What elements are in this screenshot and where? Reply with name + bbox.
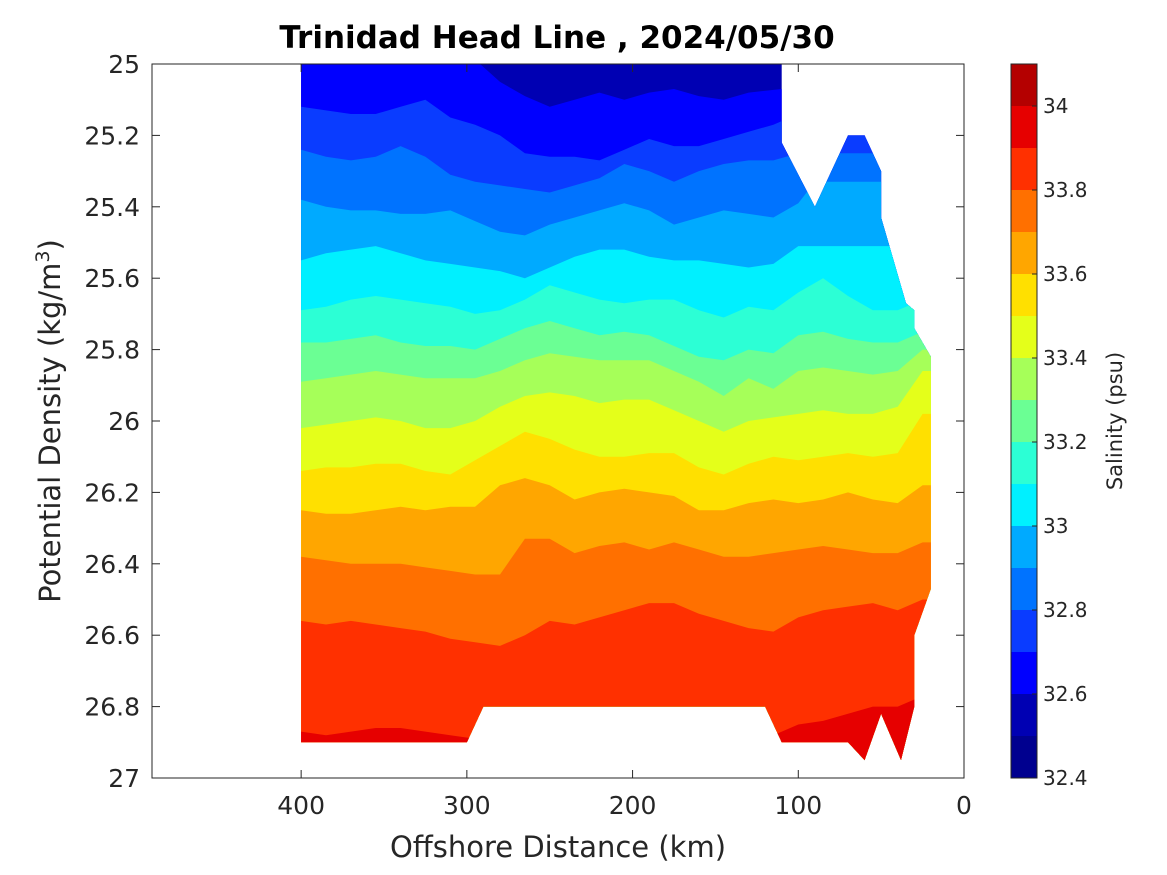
x-tick-label: 300 bbox=[443, 791, 491, 820]
colorbar-swatch bbox=[1011, 526, 1037, 568]
y-tick-label: 25.4 bbox=[84, 193, 140, 222]
colorbar-swatch bbox=[1011, 610, 1037, 652]
colorbar-swatch bbox=[1011, 400, 1037, 442]
y-tick-label: 26 bbox=[108, 407, 140, 436]
x-tick-label: 100 bbox=[774, 791, 822, 820]
colorbar-tick-label: 33.6 bbox=[1043, 262, 1088, 286]
colorbar-tick-label: 32.4 bbox=[1043, 766, 1088, 790]
colorbar-swatch bbox=[1011, 148, 1037, 190]
colorbar-swatch bbox=[1011, 64, 1037, 106]
colorbar-frame bbox=[1010, 63, 1038, 779]
y-axis-title-tail: ) bbox=[33, 239, 67, 250]
y-tick-label: 25.6 bbox=[84, 264, 140, 293]
x-axis: 400 300 200 100 0 bbox=[277, 64, 972, 820]
x-tick-label: 0 bbox=[956, 791, 972, 820]
colorbar-tick-label: 33 bbox=[1043, 514, 1068, 538]
chart-title: Trinidad Head Line , 2024/05/30 bbox=[279, 20, 834, 56]
y-tick-label: 25.2 bbox=[84, 121, 140, 150]
colorbar-tick-label: 33.2 bbox=[1043, 430, 1088, 454]
colorbar-tick-label: 33.4 bbox=[1043, 346, 1088, 370]
y-axis: 25 25.2 25.4 25.6 25.8 26 26.2 26.4 26.6 26.8 27 bbox=[84, 50, 964, 793]
y-tick-label: 25.8 bbox=[84, 336, 140, 365]
x-tick-label: 200 bbox=[609, 791, 657, 820]
colorbar-swatch bbox=[1011, 568, 1037, 610]
y-tick-label: 26.8 bbox=[84, 693, 140, 722]
y-tick-label: 26.4 bbox=[84, 550, 140, 579]
colorbar-swatch bbox=[1011, 694, 1037, 736]
colorbar-swatch bbox=[1011, 190, 1037, 232]
x-axis-title: Offshore Distance (km) bbox=[390, 830, 726, 864]
y-tick-label: 25 bbox=[108, 50, 140, 79]
colorbar-swatch bbox=[1011, 232, 1037, 274]
colorbar-swatch bbox=[1011, 106, 1037, 148]
y-tick-label: 26.2 bbox=[84, 478, 140, 507]
colorbar-swatch bbox=[1011, 274, 1037, 316]
y-axis-title-superscript: 3 bbox=[32, 250, 54, 262]
colorbar-tick-label: 33.8 bbox=[1043, 178, 1088, 202]
x-tick-label: 400 bbox=[277, 791, 325, 820]
colorbar: 32.4 32.6 32.8 33 33.2 33.4 33.6 33.8 34 bbox=[1010, 63, 1088, 790]
colorbar-tick-label: 34 bbox=[1043, 94, 1068, 118]
colorbar-swatch bbox=[1011, 484, 1037, 526]
y-axis-title-main: Potential Density (kg/m bbox=[33, 263, 67, 603]
colorbar-title: Salinity (psu) bbox=[1103, 352, 1127, 490]
y-tick-label: 26.6 bbox=[84, 621, 140, 650]
colorbar-tick-label: 32.8 bbox=[1043, 598, 1088, 622]
colorbar-swatch bbox=[1011, 316, 1037, 358]
colorbar-swatch bbox=[1011, 442, 1037, 484]
y-axis-title: Potential Density (kg/m3) bbox=[32, 239, 67, 603]
colorbar-swatch bbox=[1011, 358, 1037, 400]
y-tick-label: 27 bbox=[108, 764, 140, 793]
colorbar-swatch bbox=[1011, 652, 1037, 694]
colorbar-swatch bbox=[1011, 736, 1037, 778]
colorbar-tick-label: 32.6 bbox=[1043, 682, 1088, 706]
